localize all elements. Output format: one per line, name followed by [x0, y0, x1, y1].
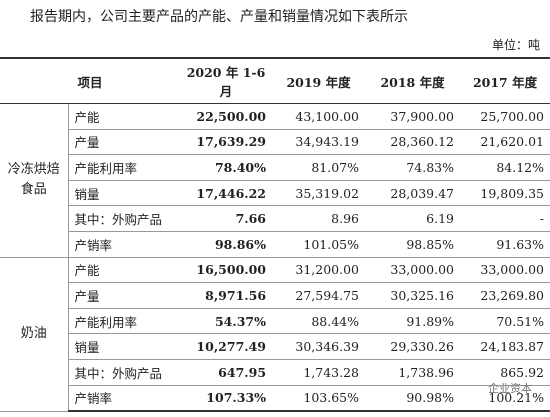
value-cell: 35,319.02 — [272, 180, 366, 207]
value-cell: 7.66 — [180, 205, 273, 232]
value-cell: 33,000.00 — [365, 257, 461, 284]
value-cell: 33,000.00 — [460, 257, 550, 284]
value-cell: 30,325.16 — [365, 282, 461, 309]
value-cell: 23,269.80 — [460, 282, 550, 309]
group-cell: 冷冻烘焙食品 — [0, 103, 69, 258]
value-cell: 8.96 — [272, 205, 366, 232]
header-row: 项目 2020 年 1-6 月 2019 年度 2018 年度 2017 年度 — [0, 57, 550, 104]
row-label: 产能利用率 — [68, 308, 181, 335]
header-cell: 2019 年度 — [272, 57, 366, 104]
table-row: 产销率 98.86% 101.05% 98.85% 91.63% — [0, 231, 550, 258]
table-row: 产销率 107.33% 103.65% 90.98% 100.21% — [0, 385, 550, 413]
group-cell: 奶油 — [0, 257, 69, 412]
row-label: 产能利用率 — [68, 154, 181, 181]
table-row: 奶油 产能 16,500.00 31,200.00 33,000.00 33,000.00 — [0, 257, 550, 412]
value-cell: 100.21% — [460, 385, 550, 413]
value-cell: 88.44% — [272, 308, 366, 335]
value-cell: 25,700.00 — [460, 103, 550, 130]
value-cell: 1,743.28 — [272, 359, 366, 386]
value-cell: 74.83% — [365, 154, 461, 181]
row-label: 销量 — [68, 333, 181, 360]
table-row: 产能利用率 78.40% 81.07% 74.83% 84.12% — [0, 154, 550, 181]
row-label: 销量 — [68, 180, 181, 207]
table-row: 冷冻烘焙食品 产能 22,500.00 43,100.00 37,900.00 25,70… — [0, 103, 550, 258]
intro: 报告期内，公司主要产品的产能、产量和销量情况如下表所示 — [30, 9, 408, 25]
value-cell: 91.63% — [460, 231, 550, 258]
row-label: 产能 — [68, 257, 181, 284]
value-cell: 103.65% — [272, 385, 366, 413]
value-cell: 865.92 — [460, 359, 550, 386]
value-cell: - — [460, 205, 550, 232]
value-cell: 8,971.56 — [180, 282, 273, 309]
table-row: 产能利用率 54.37% 88.44% 91.89% 70.51% — [0, 308, 550, 335]
value-cell: 16,500.00 — [180, 257, 273, 284]
value-cell: 98.85% — [365, 231, 461, 258]
value-cell: 10,277.49 — [180, 333, 273, 360]
value-cell: 21,620.01 — [460, 129, 550, 156]
table-row: 产量 17,639.29 34,943.19 28,360.12 21,620.01 — [0, 129, 550, 156]
value-cell: 101.05% — [272, 231, 366, 258]
value-cell: 91.89% — [365, 308, 461, 335]
value-cell: 98.86% — [180, 231, 273, 258]
table-row: 产量 8,971.56 27,594.75 30,325.16 23,269.80 — [0, 282, 550, 309]
value-cell: 90.98% — [365, 385, 461, 413]
data-table: 项目 2020 年 1-6 月 2019 年度 2018 年度 2017 年度 冷冻烘焙… — [0, 57, 550, 413]
table-body: 冷冻烘焙食品 产能 22,500.00 43,100.00 37,900.00 25,70… — [0, 103, 550, 413]
table-row: 销量 17,446.22 35,319.02 28,039.47 19,809.35 — [0, 180, 550, 207]
row-label: 其中：外购产品 — [68, 359, 181, 386]
value-cell: 6.19 — [365, 205, 461, 232]
value-cell: 28,039.47 — [365, 180, 461, 207]
value-cell: 81.07% — [272, 154, 366, 181]
value-cell: 43,100.00 — [272, 103, 366, 130]
header-cell: 2020 年 1-6 月 — [180, 57, 273, 104]
value-cell: 107.33% — [180, 385, 273, 413]
row-label: 产能 — [68, 103, 181, 130]
value-cell: 27,594.75 — [272, 282, 366, 309]
watermark: 企业资本 — [488, 382, 532, 395]
value-cell: 1,738.96 — [365, 359, 461, 386]
table-row: 销量 10,277.49 30,346.39 29,330.26 24,183.87 — [0, 333, 550, 360]
value-cell: 70.51% — [460, 308, 550, 335]
value-cell: 647.95 — [180, 359, 273, 386]
table-row: 其中：外购产品 7.66 8.96 6.19- — [0, 205, 550, 232]
value-cell: 22,500.00 — [180, 103, 273, 130]
value-cell: 17,639.29 — [180, 129, 273, 156]
value-cell: 31,200.00 — [272, 257, 366, 284]
table-head: 项目 2020 年 1-6 月 2019 年度 2018 年度 2017 年度 — [0, 57, 550, 104]
header-cell: 项目 — [0, 57, 181, 104]
row-label: 产量 — [68, 282, 181, 309]
row-label: 产量 — [68, 129, 181, 156]
header-cell: 2017 年度 — [460, 57, 550, 104]
value-cell: 30,346.39 — [272, 333, 366, 360]
row-label: 产销率 — [68, 385, 181, 413]
unit: 单位：吨 — [491, 38, 540, 52]
table-row: 其中：外购产品 647.95 1,743.28 1,738.96 865.92 — [0, 359, 550, 386]
value-cell: 84.12% — [460, 154, 550, 181]
value-cell: 24,183.87 — [460, 333, 550, 360]
value-cell: 34,943.19 — [272, 129, 366, 156]
row-label: 其中：外购产品 — [68, 205, 181, 232]
value-cell: 28,360.12 — [365, 129, 461, 156]
value-cell: 19,809.35 — [460, 180, 550, 207]
value-cell: 54.37% — [180, 308, 273, 335]
value-cell: 29,330.26 — [365, 333, 461, 360]
row-label: 产销率 — [68, 231, 181, 258]
value-cell: 17,446.22 — [180, 180, 273, 207]
header-cell: 2018 年度 — [365, 57, 461, 104]
value-cell: 37,900.00 — [365, 103, 461, 130]
value-cell: 78.40% — [180, 154, 273, 181]
